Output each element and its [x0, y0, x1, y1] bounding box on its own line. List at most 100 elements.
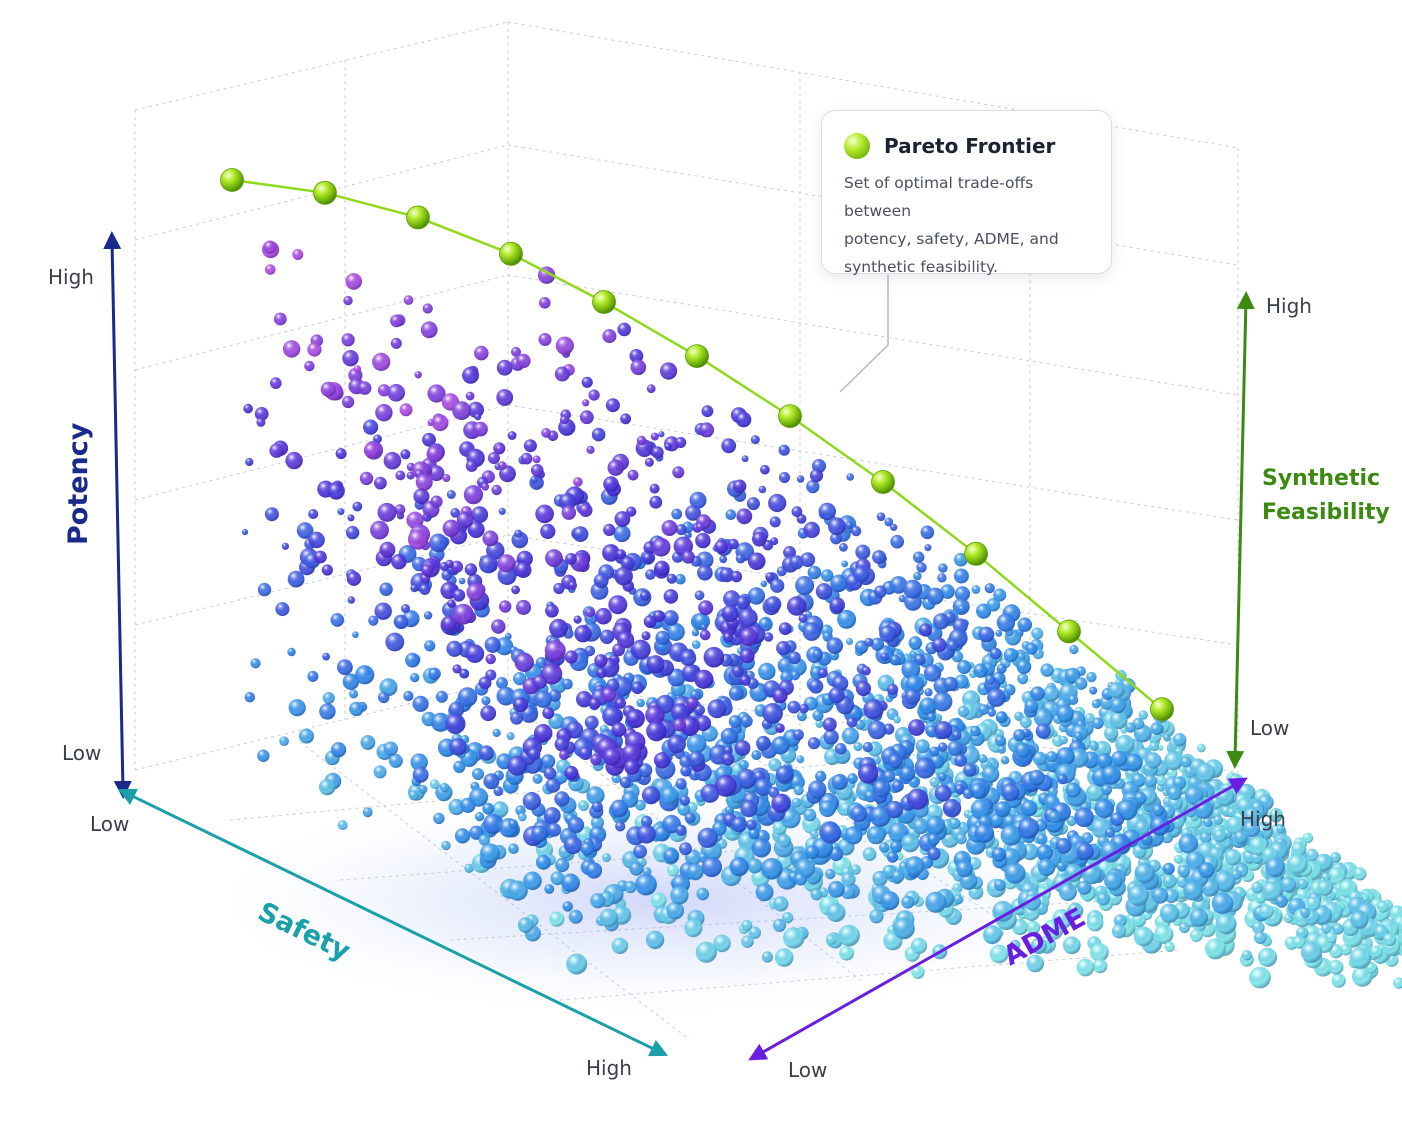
- data-point-highlight: [462, 366, 480, 384]
- data-point-highlight: [555, 336, 574, 355]
- data-point: [861, 666, 871, 676]
- data-point-highlight: [650, 892, 667, 909]
- data-point: [658, 431, 665, 438]
- data-point-highlight: [796, 475, 805, 483]
- data-point-highlight: [1030, 686, 1045, 701]
- data-point: [614, 511, 631, 527]
- data-point-highlight: [408, 790, 419, 801]
- data-point-highlight: [535, 504, 554, 524]
- data-point-highlight: [1180, 756, 1192, 768]
- data-point-highlight: [1145, 752, 1162, 769]
- data-point-highlight: [579, 410, 594, 425]
- data-point: [736, 596, 750, 610]
- data-point: [760, 580, 768, 588]
- data-point-highlight: [428, 667, 441, 681]
- data-point-highlight: [403, 295, 414, 305]
- data-point-highlight: [853, 742, 863, 752]
- data-point: [442, 519, 460, 537]
- data-point-highlight: [1000, 756, 1010, 765]
- data-point: [264, 507, 279, 522]
- data-point-highlight: [244, 692, 255, 703]
- data-point: [644, 457, 654, 467]
- data-point: [730, 570, 743, 583]
- data-point: [738, 759, 749, 770]
- data-point: [649, 495, 663, 509]
- data-point: [893, 715, 901, 724]
- data-point: [890, 654, 901, 666]
- data-point: [480, 705, 497, 722]
- data-point: [1019, 716, 1032, 729]
- data-point-highlight: [1104, 726, 1119, 741]
- data-point-highlight: [698, 600, 714, 616]
- data-point: [559, 415, 569, 425]
- data-point-highlight: [385, 632, 405, 652]
- data-point-highlight: [407, 529, 429, 550]
- data-point-highlight: [565, 553, 577, 565]
- data-point-highlight: [545, 549, 563, 567]
- data-point-highlight: [511, 585, 520, 595]
- data-point: [651, 537, 671, 557]
- data-point: [686, 733, 707, 754]
- data-point: [491, 619, 506, 634]
- data-point-highlight: [481, 482, 490, 491]
- data-point-highlight: [422, 303, 433, 314]
- data-point-highlight: [1167, 786, 1182, 801]
- data-point-highlight: [853, 566, 870, 583]
- data-point: [1056, 747, 1075, 766]
- data-point-highlight: [337, 820, 348, 831]
- data-point: [828, 517, 846, 536]
- data-point: [538, 333, 552, 346]
- data-point-highlight: [649, 483, 660, 494]
- data-point: [1164, 751, 1184, 771]
- data-point: [359, 471, 374, 486]
- data-point-highlight: [887, 683, 899, 696]
- data-point: [1089, 686, 1098, 695]
- data-point-highlight: [791, 506, 803, 517]
- data-point-highlight: [549, 618, 569, 638]
- data-point-highlight: [410, 584, 419, 593]
- data-point: [439, 782, 450, 793]
- data-point-highlight: [643, 615, 657, 628]
- data-point-highlight: [697, 564, 713, 581]
- data-point-highlight: [474, 345, 489, 361]
- data-point: [616, 549, 626, 560]
- data-point: [390, 314, 403, 328]
- data-point-highlight: [497, 554, 516, 573]
- data-point-highlight: [554, 366, 570, 382]
- data-point-highlight: [353, 365, 362, 373]
- data-point-highlight: [1089, 741, 1099, 751]
- data-point-highlight: [491, 484, 502, 496]
- data-point: [940, 584, 955, 599]
- data-point-highlight: [614, 566, 633, 586]
- data-point: [973, 663, 988, 678]
- data-point-highlight: [430, 495, 443, 508]
- data-point: [422, 432, 436, 447]
- data-point: [335, 448, 347, 460]
- data-point-highlight: [423, 611, 433, 620]
- data-point-highlight: [492, 728, 501, 738]
- data-point-highlight: [629, 349, 644, 363]
- data-point-highlight: [989, 647, 1002, 660]
- data-point-highlight: [327, 482, 345, 500]
- data-point-highlight: [788, 651, 801, 665]
- data-point-highlight: [663, 610, 679, 626]
- data-point-highlight: [257, 582, 272, 597]
- data-point-highlight: [1144, 774, 1158, 788]
- data-point-highlight: [541, 428, 551, 438]
- data-point: [374, 602, 392, 620]
- data-point: [539, 297, 551, 309]
- data-point-highlight: [996, 663, 1007, 674]
- data-point-highlight: [499, 600, 512, 613]
- data-point-highlight: [481, 696, 491, 706]
- data-point: [1110, 697, 1126, 714]
- data-point-highlight: [846, 638, 853, 645]
- data-point: [465, 391, 475, 401]
- data-point-highlight: [806, 480, 820, 494]
- data-point-highlight: [1019, 716, 1032, 729]
- data-point: [646, 384, 656, 394]
- data-point: [452, 589, 466, 602]
- data-point-highlight: [803, 521, 820, 539]
- data-point: [915, 739, 930, 754]
- data-point-highlight: [372, 352, 391, 371]
- data-point: [620, 413, 631, 425]
